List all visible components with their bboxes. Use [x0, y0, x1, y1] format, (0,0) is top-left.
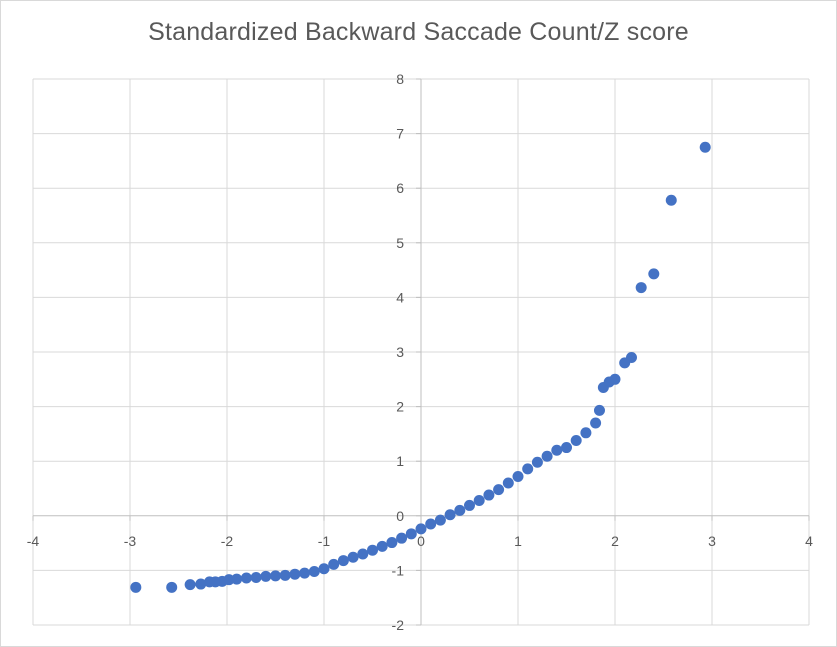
data-point	[593, 404, 605, 416]
chart-title: Standardized Backward Saccade Count/Z sc…	[148, 18, 689, 46]
data-point	[240, 572, 252, 584]
data-point	[434, 514, 446, 526]
data-point	[405, 528, 417, 540]
data-point	[184, 579, 196, 591]
y-tick-label: 0	[396, 508, 404, 524]
data-point	[357, 548, 369, 560]
data-point	[347, 551, 359, 563]
data-point	[318, 563, 330, 575]
data-point	[195, 578, 207, 590]
data-point	[699, 141, 711, 153]
data-point	[367, 544, 378, 556]
data-point	[328, 558, 340, 570]
y-tick-label: 7	[396, 126, 404, 142]
data-point	[522, 463, 534, 475]
data-point	[483, 489, 495, 501]
data-point	[130, 581, 142, 593]
x-tick-label: -2	[221, 533, 234, 549]
y-tick-label: -1	[392, 562, 405, 578]
data-point	[464, 499, 475, 511]
data-point	[260, 570, 272, 582]
data-point	[648, 268, 660, 280]
data-point	[337, 555, 349, 567]
x-tick-label: -1	[318, 533, 331, 549]
y-tick-label: 4	[396, 289, 404, 305]
x-tick-label: -4	[27, 533, 40, 549]
data-point	[299, 567, 311, 579]
data-points	[130, 141, 711, 593]
y-tick-label: -2	[392, 617, 405, 633]
data-point	[665, 194, 677, 206]
x-tick-label: 3	[708, 533, 716, 549]
data-point	[625, 351, 637, 363]
data-point	[166, 581, 178, 593]
y-tick-label: 8	[396, 71, 404, 87]
data-point	[609, 373, 621, 385]
data-point	[551, 444, 563, 456]
data-point	[289, 568, 301, 580]
data-point	[541, 450, 553, 462]
data-point	[502, 477, 514, 489]
data-point	[444, 509, 456, 521]
data-point	[512, 470, 524, 482]
data-point	[279, 569, 291, 581]
data-point	[231, 573, 243, 585]
data-point	[590, 417, 602, 429]
data-point	[531, 456, 543, 468]
data-point	[308, 565, 320, 577]
data-point	[250, 571, 262, 583]
data-point	[396, 532, 408, 544]
data-point	[425, 518, 437, 530]
data-point	[415, 523, 427, 535]
y-tick-label: 5	[396, 235, 404, 251]
x-tick-label: -3	[124, 533, 137, 549]
x-tick-label: 0	[417, 533, 425, 549]
y-tick-label: 1	[396, 453, 404, 469]
tick-labels: -4 -3 -2 -1 0 1 2 3 4 -2 -1 0 1 2 3 4 5 6 7 8	[27, 71, 813, 633]
y-tick-label: 6	[396, 180, 404, 196]
x-tick-label: 2	[611, 533, 619, 549]
data-point	[635, 282, 647, 294]
data-point	[561, 442, 572, 454]
y-tick-label: 2	[396, 399, 404, 415]
data-point	[580, 427, 592, 439]
data-point	[473, 495, 485, 507]
data-point	[493, 484, 505, 496]
x-tick-label: 4	[805, 533, 813, 549]
x-tick-label: 1	[514, 533, 522, 549]
data-point	[270, 570, 281, 582]
data-point	[386, 537, 398, 549]
data-point	[454, 504, 466, 516]
data-point	[376, 540, 388, 552]
data-point	[570, 434, 582, 446]
y-tick-label: 3	[396, 344, 404, 360]
